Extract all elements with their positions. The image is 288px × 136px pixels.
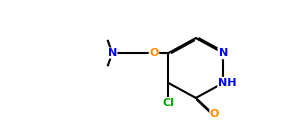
Text: N: N — [108, 48, 117, 58]
Text: O: O — [210, 109, 219, 119]
Text: NH: NH — [218, 78, 237, 88]
Text: N: N — [219, 48, 228, 58]
Text: Cl: Cl — [162, 98, 174, 108]
Text: O: O — [149, 48, 159, 58]
